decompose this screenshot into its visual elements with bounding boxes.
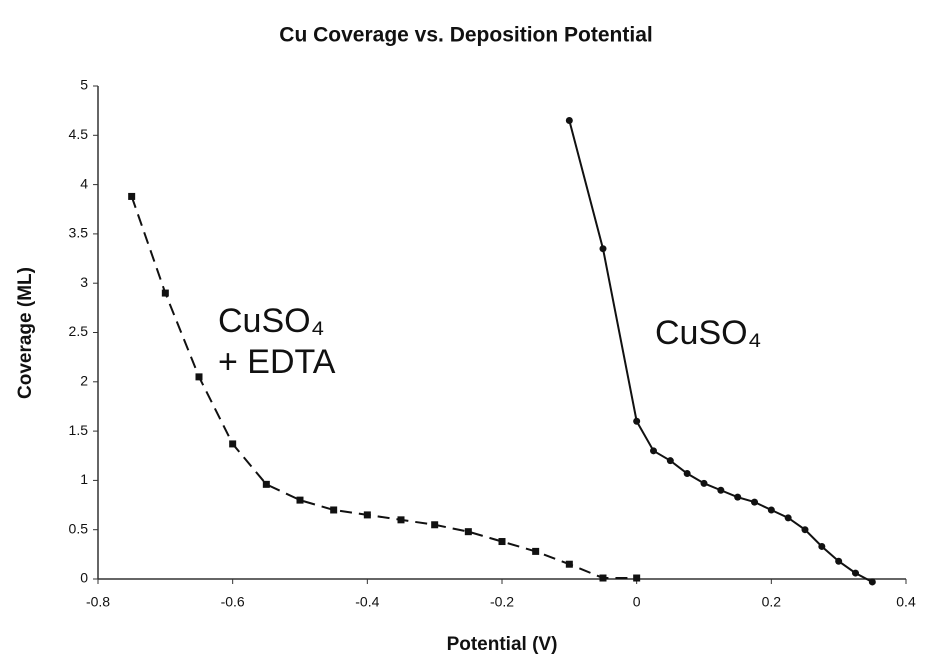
y-tick-label: 1.5: [69, 422, 89, 438]
marker: [801, 526, 809, 534]
marker: [666, 457, 674, 465]
marker: [599, 245, 607, 253]
x-tick-label: -0.2: [490, 594, 514, 610]
x-tick-label: 0.2: [762, 594, 782, 610]
marker: [868, 578, 876, 586]
marker: [818, 542, 826, 550]
marker: [229, 440, 237, 448]
marker: [751, 498, 758, 506]
marker: [397, 516, 405, 524]
y-tick-label: 3.5: [69, 225, 89, 241]
marker: [195, 373, 203, 381]
x-tick-label: 0.4: [896, 594, 916, 610]
x-tick-label: 0: [633, 594, 641, 610]
marker: [431, 521, 439, 529]
marker: [700, 479, 708, 487]
x-tick-label: -0.8: [86, 594, 110, 610]
x-tick-label: -0.6: [221, 594, 245, 610]
y-tick-label: 2.5: [69, 323, 89, 339]
marker: [633, 417, 641, 425]
marker: [650, 447, 657, 455]
y-tick-label: 4.5: [69, 126, 89, 142]
y-tick-label: 0.5: [69, 520, 89, 536]
annotation: CuSO₄: [655, 314, 761, 352]
marker: [717, 486, 725, 494]
marker: [161, 289, 169, 297]
marker: [683, 469, 691, 477]
marker: [565, 117, 573, 125]
annotation: CuSO₄: [218, 302, 324, 340]
y-tick-label: 3: [80, 274, 88, 290]
marker: [498, 538, 506, 546]
marker: [835, 557, 843, 565]
marker: [363, 511, 371, 519]
annotation: + EDTA: [218, 343, 336, 381]
marker: [633, 574, 641, 582]
y-tick-label: 1: [80, 471, 88, 487]
marker: [599, 574, 607, 582]
y-tick-label: 5: [80, 77, 88, 93]
marker: [128, 192, 136, 200]
marker: [852, 569, 859, 577]
marker: [565, 560, 573, 568]
y-tick-label: 0: [80, 570, 88, 586]
x-axis-label: Potential (V): [447, 634, 558, 655]
marker: [734, 493, 742, 501]
marker: [464, 528, 472, 536]
marker: [784, 514, 792, 522]
y-tick-label: 4: [80, 175, 88, 191]
y-tick-label: 2: [80, 373, 88, 389]
marker: [296, 496, 304, 504]
chart-title: Cu Coverage vs. Deposition Potential: [279, 24, 652, 47]
y-axis-label: Coverage (ML): [15, 267, 36, 399]
x-tick-label: -0.4: [355, 594, 379, 610]
line: [130, 196, 637, 580]
marker: [262, 480, 270, 488]
marker: [767, 506, 775, 514]
marker: [330, 506, 338, 514]
marker: [532, 547, 540, 555]
